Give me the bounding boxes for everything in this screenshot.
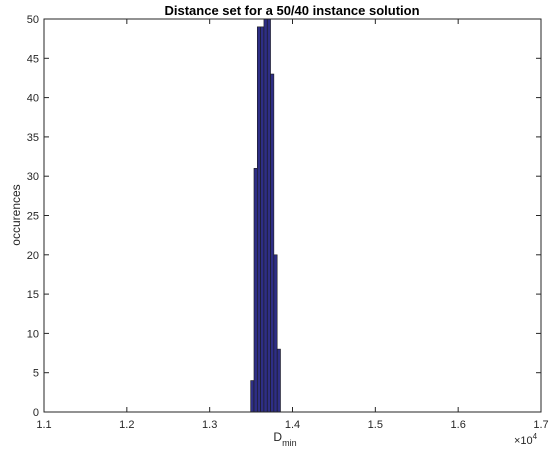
x-tick-label: 1.2 [119,419,134,431]
chart-title: Distance set for a 50/40 instance soluti… [164,3,419,18]
x-tick-label: 1.3 [202,419,217,431]
histogram-bar [276,348,281,413]
x-tick-label: 1.1 [36,419,51,431]
histogram-bar [260,26,265,413]
y-tick-label: 45 [27,53,39,65]
histogram-bar [256,26,261,413]
x-tick-label: 1.5 [368,419,383,431]
histogram-bar [273,254,278,413]
x-tick-label: 1.4 [285,419,300,431]
y-tick-label: 15 [27,289,39,301]
histogram-bars [250,18,281,413]
histogram-bar [253,168,258,413]
y-tick-label: 20 [27,250,39,262]
x-axis-exponent-base: ×10 [514,435,533,447]
y-tick-label: 5 [33,368,39,380]
x-tick-label: 1.7 [533,419,548,431]
x-axis-label-subscript: min [282,438,297,448]
x-axis-label: Dmin [273,430,296,448]
y-tick-label: 25 [27,211,39,223]
histogram-bar [250,380,255,413]
y-tick-label: 35 [27,132,39,144]
y-tick-label: 30 [27,171,39,183]
y-axis-label: occurences [9,184,23,245]
x-axis-label-main: D [273,430,282,444]
x-axis-exponent: ×104 [514,432,538,447]
y-tick-label: 40 [27,93,39,105]
y-tick-label: 0 [33,407,39,419]
histogram-bar [263,18,268,413]
x-axis-exponent-power: 4 [533,432,538,441]
x-axis-ticks: 1.1 1.2 1.3 1.4 1.5 1.6 1.7 [36,19,549,431]
y-axis-ticks: 0 5 10 15 20 25 30 35 40 45 50 [27,14,541,419]
plot-area-frame [43,18,542,413]
y-tick-label: 50 [27,14,39,26]
x-tick-label: 1.6 [451,419,466,431]
histogram-bar [266,18,271,413]
y-tick-label: 10 [27,328,39,340]
histogram-bar [270,73,275,413]
